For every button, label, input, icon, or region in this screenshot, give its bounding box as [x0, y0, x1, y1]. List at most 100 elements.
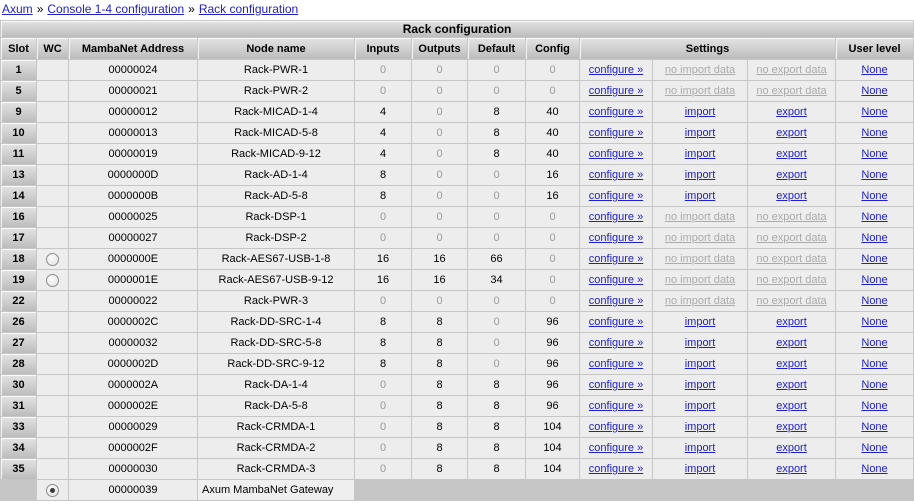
configure-link[interactable]: configure » — [588, 463, 644, 475]
configure-link[interactable]: configure » — [588, 379, 644, 391]
user-level-link[interactable]: None — [861, 148, 888, 160]
import-link[interactable]: import — [684, 421, 716, 433]
slot-cell: 16 — [1, 207, 36, 227]
address-cell: 00000024 — [69, 60, 197, 80]
rack-configuration-table: Rack configuration Slot WC MambaNet Addr… — [0, 20, 914, 501]
export-link[interactable]: export — [776, 442, 807, 454]
export-cell: no export data — [748, 228, 835, 248]
wc-radio[interactable] — [46, 252, 59, 266]
import-link[interactable]: import — [684, 169, 716, 181]
import-cell: no import data — [653, 207, 747, 227]
user-level-link[interactable]: None — [861, 232, 888, 244]
wc-cell — [37, 207, 68, 227]
gateway-row: 00000039 — [1, 480, 913, 500]
export-link[interactable]: export — [776, 316, 807, 328]
export-link[interactable]: export — [776, 400, 807, 412]
table-row: 5 00000021 Rack-PWR-2 0 0 0 0 configure » no imp… — [1, 81, 914, 101]
user-level-link[interactable]: None — [861, 295, 888, 307]
configure-link[interactable]: configure » — [588, 358, 644, 370]
user-level-link[interactable]: None — [861, 85, 888, 97]
import-cell: import — [653, 102, 747, 122]
import-link[interactable]: import — [684, 337, 716, 349]
configure-cell: configure » — [580, 417, 652, 437]
configure-link[interactable]: configure » — [588, 253, 644, 265]
import-link[interactable]: import — [684, 400, 716, 412]
export-link[interactable]: export — [776, 148, 807, 160]
export-link[interactable]: export — [776, 106, 807, 118]
configure-link[interactable]: configure » — [588, 421, 644, 433]
configure-link[interactable]: configure » — [588, 106, 644, 118]
configure-link[interactable]: configure » — [588, 274, 644, 286]
user-level-link[interactable]: None — [861, 316, 888, 328]
user-level-link[interactable]: None — [861, 358, 888, 370]
import-link[interactable]: import — [684, 106, 716, 118]
user-level-link[interactable]: None — [861, 379, 888, 391]
gateway-name-input[interactable] — [198, 480, 354, 500]
gateway-row-filler — [355, 480, 913, 500]
configure-link[interactable]: configure » — [588, 148, 644, 160]
import-link[interactable]: import — [684, 148, 716, 160]
configure-cell: configure » — [580, 165, 652, 185]
export-link[interactable]: export — [776, 358, 807, 370]
wc-radio[interactable] — [46, 483, 59, 497]
import-link[interactable]: import — [684, 127, 716, 139]
export-link[interactable]: export — [776, 337, 807, 349]
user-level-link[interactable]: None — [861, 337, 888, 349]
configure-link[interactable]: configure » — [588, 190, 644, 202]
user-level-link[interactable]: None — [861, 211, 888, 223]
address-cell: 00000012 — [69, 102, 197, 122]
export-cell: no export data — [748, 249, 835, 269]
wc-radio[interactable] — [46, 273, 59, 287]
user-level-link[interactable]: None — [861, 421, 888, 433]
config-cell: 0 — [526, 207, 579, 227]
user-level-link[interactable]: None — [861, 442, 888, 454]
breadcrumb-link-axum[interactable]: Axum — [2, 2, 33, 16]
import-link[interactable]: import — [684, 358, 716, 370]
configure-link[interactable]: configure » — [588, 337, 644, 349]
user-level-link[interactable]: None — [861, 400, 888, 412]
configure-link[interactable]: configure » — [588, 64, 644, 76]
wc-cell — [37, 417, 68, 437]
user-level-link[interactable]: None — [861, 190, 888, 202]
import-link[interactable]: import — [684, 463, 716, 475]
configure-link[interactable]: configure » — [588, 316, 644, 328]
export-link[interactable]: export — [776, 127, 807, 139]
user-level-link[interactable]: None — [861, 463, 888, 475]
configure-cell: configure » — [580, 207, 652, 227]
user-level-cell: None — [836, 102, 914, 122]
no-export-data-label: no export data — [756, 85, 827, 97]
config-cell: 96 — [526, 396, 579, 416]
export-link[interactable]: export — [776, 169, 807, 181]
export-link[interactable]: export — [776, 190, 807, 202]
node-name-cell: Rack-CRMDA-1 — [198, 417, 354, 437]
user-level-link[interactable]: None — [861, 127, 888, 139]
import-link[interactable]: import — [684, 316, 716, 328]
user-level-link[interactable]: None — [861, 64, 888, 76]
configure-link[interactable]: configure » — [588, 85, 644, 97]
wc-cell — [37, 333, 68, 353]
breadcrumb-separator: » — [188, 2, 195, 16]
import-link[interactable]: import — [684, 442, 716, 454]
user-level-link[interactable]: None — [861, 253, 888, 265]
configure-link[interactable]: configure » — [588, 295, 644, 307]
export-link[interactable]: export — [776, 379, 807, 391]
user-level-link[interactable]: None — [861, 274, 888, 286]
import-link[interactable]: import — [684, 190, 716, 202]
configure-link[interactable]: configure » — [588, 442, 644, 454]
breadcrumb-link-console-configuration[interactable]: Console 1-4 configuration — [47, 2, 185, 16]
wc-cell — [37, 312, 68, 332]
default-cell: 8 — [468, 438, 525, 458]
node-name-cell: Rack-DA-5-8 — [198, 396, 354, 416]
configure-link[interactable]: configure » — [588, 400, 644, 412]
configure-link[interactable]: configure » — [588, 211, 644, 223]
breadcrumb-link-rack-configuration[interactable]: Rack configuration — [198, 2, 299, 16]
configure-link[interactable]: configure » — [588, 127, 644, 139]
import-link[interactable]: import — [684, 379, 716, 391]
wc-cell — [37, 459, 68, 479]
user-level-link[interactable]: None — [861, 106, 888, 118]
export-link[interactable]: export — [776, 421, 807, 433]
export-link[interactable]: export — [776, 463, 807, 475]
user-level-link[interactable]: None — [861, 169, 888, 181]
configure-link[interactable]: configure » — [588, 232, 644, 244]
configure-link[interactable]: configure » — [588, 169, 644, 181]
